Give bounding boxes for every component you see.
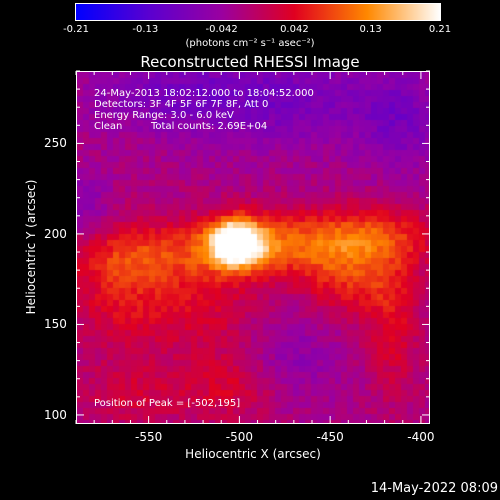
y-tick-label: 250	[44, 136, 67, 151]
annotation-time-range: 24-May-2013 18:02:12.000 to 18:04:52.000	[94, 88, 314, 99]
annotation-energy-range: Energy Range: 3.0 - 6.0 keV	[94, 110, 234, 121]
colorbar-tick-label: 0.21	[428, 24, 452, 35]
x-tick-label: -400	[407, 430, 435, 444]
chart-title: Reconstructed RHESSI Image	[140, 53, 360, 71]
colorbar-units: (photons cm⁻² s⁻¹ asec⁻²)	[185, 38, 315, 49]
annotation-peak-position: Position of Peak = [-502,195]	[94, 398, 241, 409]
colorbar-tick-label: 0.13	[359, 24, 382, 35]
y-tick-label: 150	[44, 317, 67, 332]
x-tick-label: -550	[134, 430, 163, 444]
annotation-total-counts: Total counts: 2.69E+04	[151, 121, 268, 132]
x-tick-label: -450	[316, 430, 344, 444]
annotation-algorithm: Clean	[94, 121, 123, 132]
colorbar-tick-label: -0.13	[132, 24, 159, 35]
y-tick-label: 100	[44, 407, 67, 422]
timestamp: 14-May-2022 08:09	[370, 481, 498, 496]
plot-area: 24-May-2013 18:02:12.000 to 18:04:52.000…	[76, 71, 430, 424]
colorbar	[75, 3, 441, 21]
y-axis-title: Heliocentric Y (arcsec)	[24, 179, 38, 315]
colorbar-tick-label: 0.042	[280, 24, 309, 35]
y-tick-label: 200	[44, 226, 67, 241]
x-axis-title: Heliocentric X (arcsec)	[185, 447, 321, 461]
colorbar-tick-label: -0.21	[63, 24, 89, 35]
x-tick-label: -500	[225, 430, 253, 444]
annotation-detectors: Detectors: 3F 4F 5F 6F 7F 8F, Att 0	[94, 99, 269, 110]
colorbar-tick-label: -0.042	[205, 24, 238, 35]
heatmap-image	[77, 72, 429, 423]
